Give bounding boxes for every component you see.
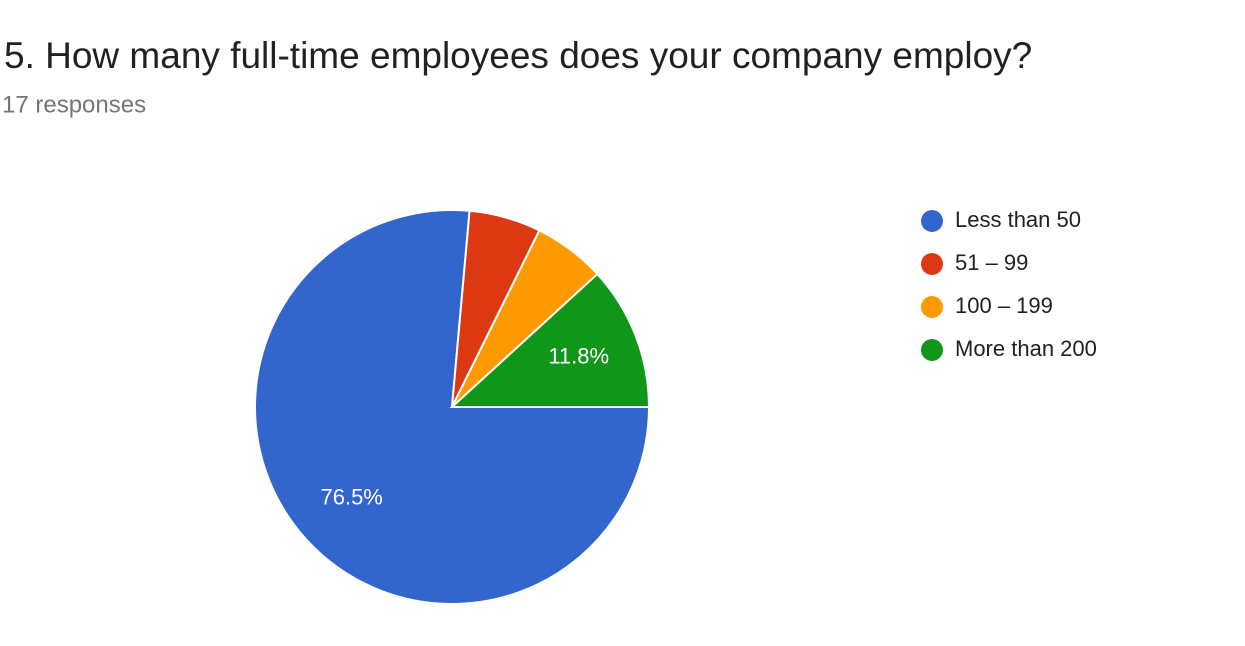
legend-label: 51 – 99	[955, 250, 1028, 275]
pie-slice	[449, 272, 651, 408]
legend-label: Less than 50	[955, 207, 1081, 232]
legend-swatch	[921, 339, 943, 361]
legend-label: More than 200	[955, 336, 1097, 361]
chart-title: 5. How many full-time employees does you…	[4, 35, 1032, 76]
slice-label: 76.5%	[320, 485, 382, 510]
legend-swatch	[921, 296, 943, 318]
legend-swatch	[921, 210, 943, 232]
legend-swatch	[921, 253, 943, 275]
slice-label: 11.8%	[548, 344, 609, 369]
legend-label: 100 – 199	[955, 293, 1053, 318]
chart-subtitle: 17 responses	[2, 91, 146, 118]
